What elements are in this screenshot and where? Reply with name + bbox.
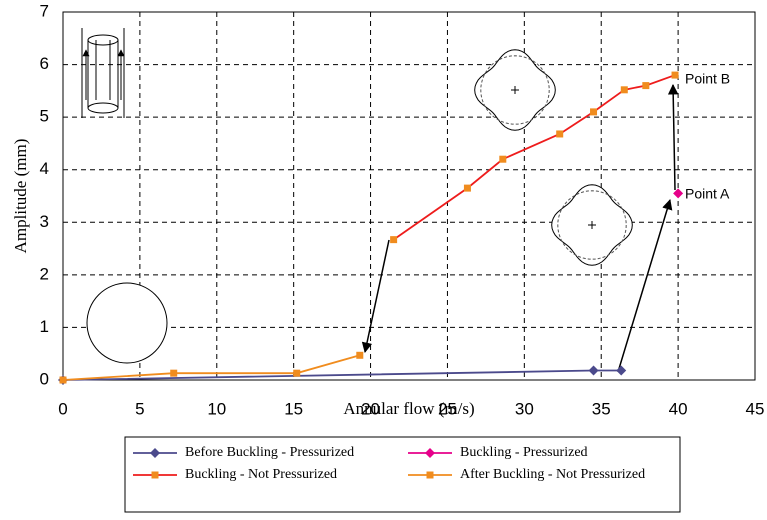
- y-tick-label: 6: [40, 54, 49, 73]
- y-tick-label: 4: [40, 159, 49, 178]
- marker: [464, 185, 471, 192]
- legend-label: Buckling - Pressurized: [460, 445, 588, 460]
- y-tick-label: 7: [40, 1, 49, 20]
- legend-marker: [152, 472, 159, 479]
- marker: [672, 72, 679, 79]
- cylinder-icon: [82, 28, 124, 118]
- x-tick-label: 5: [135, 399, 144, 418]
- marker: [642, 82, 649, 89]
- y-tick-label: 5: [40, 107, 49, 126]
- y-tick-label: 1: [40, 317, 49, 336]
- x-tick-label: 20: [361, 399, 380, 418]
- marker: [390, 236, 397, 243]
- x-tick-label: 30: [515, 399, 534, 418]
- marker: [556, 130, 563, 137]
- mode-shape-icon: [552, 185, 633, 266]
- y-tick-label: 2: [40, 264, 49, 283]
- annotation: Point A: [685, 186, 730, 202]
- marker: [60, 377, 67, 384]
- page: Point A Point B Annular flow (m/s) Ampli…: [0, 0, 767, 520]
- x-tick-label: 25: [438, 399, 457, 418]
- marker: [170, 370, 177, 377]
- marker: [589, 366, 599, 376]
- x-tick-label: 0: [58, 399, 67, 418]
- x-tick-label: 35: [592, 399, 611, 418]
- y-axis-label: Amplitude (mm): [11, 139, 30, 254]
- marker: [590, 108, 597, 115]
- arrow: [365, 240, 389, 352]
- marker: [356, 352, 363, 359]
- x-tick-label: 45: [746, 399, 765, 418]
- y-tick-label: 3: [40, 212, 49, 231]
- annotation: Point B: [685, 71, 730, 87]
- chart: Point A Point B Annular flow (m/s) Ampli…: [0, 0, 767, 520]
- marker: [499, 156, 506, 163]
- arrow: [673, 85, 675, 190]
- marker: [621, 86, 628, 93]
- mode-shape-icon: [475, 50, 556, 131]
- marker: [293, 370, 300, 377]
- x-tick-label: 10: [207, 399, 226, 418]
- legend-label: Before Buckling - Pressurized: [185, 445, 354, 460]
- marker: [616, 366, 626, 376]
- legend-label: Buckling - Not Pressurized: [185, 467, 337, 482]
- circle-icon: [87, 283, 167, 363]
- x-tick-label: 40: [669, 399, 688, 418]
- x-tick-label: 15: [284, 399, 303, 418]
- y-tick-label: 0: [40, 369, 49, 388]
- legend-marker: [427, 472, 434, 479]
- icons: [82, 28, 632, 363]
- legend-label: After Buckling - Not Pressurized: [460, 467, 645, 482]
